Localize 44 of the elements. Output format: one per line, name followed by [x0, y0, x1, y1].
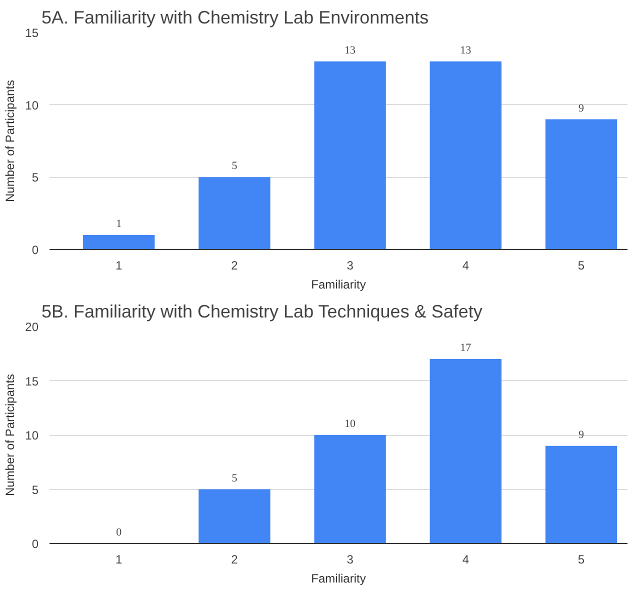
data-label: 9	[578, 428, 585, 441]
x-tick-label: 5	[578, 552, 585, 566]
y-tick-label: 20	[25, 320, 39, 334]
y-axis-title: Number of Participants	[3, 374, 18, 496]
y-tick-label: 0	[32, 243, 39, 257]
bar	[430, 61, 502, 250]
x-tick-label: 3	[346, 552, 354, 566]
x-tick-label: 1	[116, 258, 123, 272]
data-label: 13	[460, 44, 472, 56]
bar	[314, 435, 386, 544]
y-tick-label: 10	[25, 98, 39, 112]
bar	[545, 446, 618, 544]
chart-title: 5B. Familiarity with Chemistry Lab Techniques & Safety	[42, 302, 482, 322]
bar	[198, 177, 270, 250]
x-axis-title: Familiarity	[311, 278, 366, 292]
bar	[430, 359, 502, 544]
x-tick-label: 4	[462, 258, 470, 272]
bar	[314, 61, 386, 250]
x-tick-label: 1	[116, 552, 123, 566]
y-tick-label: 5	[32, 170, 39, 185]
y-tick-label: 15	[25, 26, 39, 40]
x-tick-label: 3	[346, 258, 354, 272]
y-tick-label: 15	[25, 374, 39, 388]
data-label: 5	[232, 160, 238, 172]
data-label: 5	[232, 472, 238, 484]
x-tick-label: 5	[578, 258, 585, 272]
bar	[198, 489, 270, 544]
y-tick-label: 10	[25, 428, 39, 442]
data-label: 10	[344, 418, 356, 430]
bar	[545, 119, 618, 250]
x-tick-label: 2	[231, 258, 238, 272]
y-tick-label: 0	[32, 537, 39, 551]
bar	[83, 235, 155, 250]
data-label: 1	[116, 218, 122, 230]
x-axis-title: Familiarity	[311, 572, 366, 586]
y-axis-title: Number of Participants	[3, 80, 18, 202]
data-label: 13	[344, 44, 356, 56]
data-label: 9	[578, 102, 585, 114]
data-label: 17	[460, 342, 472, 354]
x-tick-label: 4	[462, 552, 470, 566]
chart-title: 5A. Familiarity with Chemistry Lab Environments	[42, 8, 429, 28]
data-label: 0	[116, 526, 122, 538]
y-tick-label: 5	[32, 482, 39, 497]
x-tick-label: 2	[231, 552, 238, 566]
